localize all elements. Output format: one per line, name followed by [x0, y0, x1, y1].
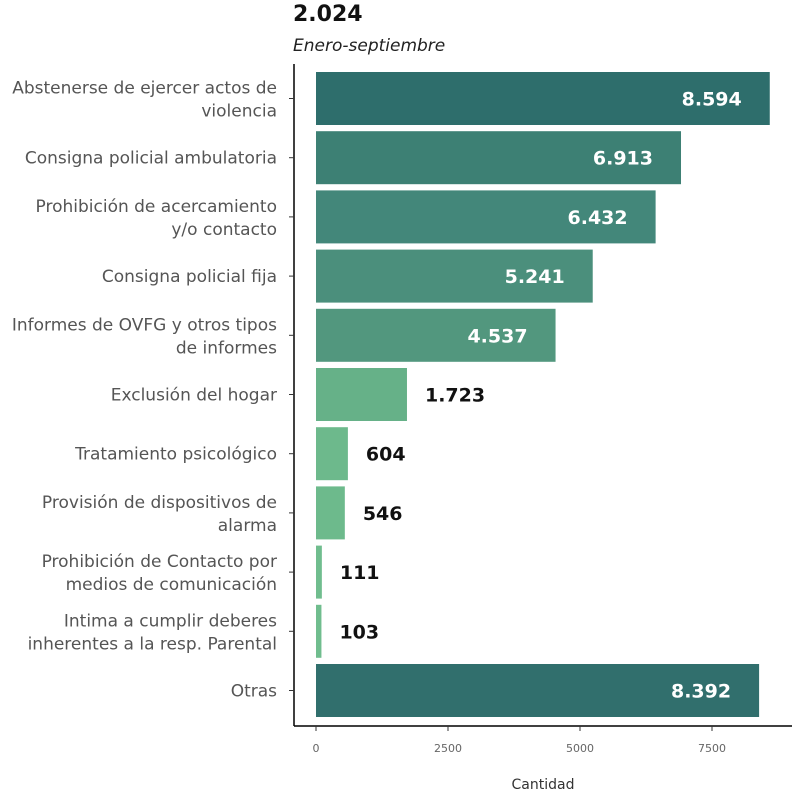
data-label: 6.913	[593, 148, 653, 170]
category-label: Provisión de dispositivos de	[42, 493, 277, 513]
data-label: 5.241	[505, 266, 565, 288]
data-label: 6.432	[568, 207, 628, 229]
category-label: Abstenerse de ejercer actos de	[12, 79, 277, 99]
x-tick-label: 0	[313, 742, 320, 755]
data-label: 4.537	[467, 325, 527, 347]
chart-title: 2.024	[293, 2, 363, 27]
category-label: y/o contacto	[171, 220, 277, 240]
category-label: de informes	[176, 338, 277, 358]
bar	[316, 604, 322, 658]
chart-subtitle: Enero-septiembre	[293, 36, 446, 56]
data-label: 8.392	[671, 681, 731, 703]
category-label: Intima a cumplir deberes	[64, 611, 277, 631]
category-label: inherentes a la resp. Parental	[28, 634, 277, 654]
category-label: Informes de OVFG y otros tipos	[12, 315, 277, 335]
bar	[316, 131, 682, 185]
data-label: 103	[339, 621, 379, 643]
category-label: Prohibición de Contacto por	[42, 552, 277, 572]
data-label: 546	[363, 503, 403, 525]
data-label: 8.594	[682, 89, 742, 111]
bar	[316, 486, 345, 540]
category-label: Otras	[231, 682, 277, 702]
category-label: Consigna policial fija	[102, 267, 277, 287]
category-label: Tratamiento psicológico	[74, 445, 277, 465]
bar	[316, 368, 407, 421]
category-label: medios de comunicación	[66, 575, 277, 595]
category-label: alarma	[218, 516, 277, 536]
x-tick-label: 5000	[566, 742, 594, 755]
bar	[316, 190, 656, 244]
bar	[316, 545, 322, 599]
category-label: Exclusión del hogar	[111, 386, 277, 406]
category-label: Consigna policial ambulatoria	[25, 149, 277, 169]
data-label: 1.723	[425, 385, 485, 407]
x-tick-label: 2500	[434, 742, 462, 755]
data-label: 604	[366, 444, 406, 466]
data-label: 111	[340, 562, 380, 584]
bar	[316, 249, 593, 303]
category-label: violencia	[201, 102, 277, 122]
bar	[316, 427, 348, 481]
bar	[316, 72, 770, 125]
category-label: Prohibición de acercamiento	[36, 197, 277, 217]
x-axis-title: Cantidad	[512, 777, 575, 793]
x-tick-label: 7500	[698, 742, 726, 755]
bar	[316, 308, 556, 362]
bar	[316, 664, 760, 717]
